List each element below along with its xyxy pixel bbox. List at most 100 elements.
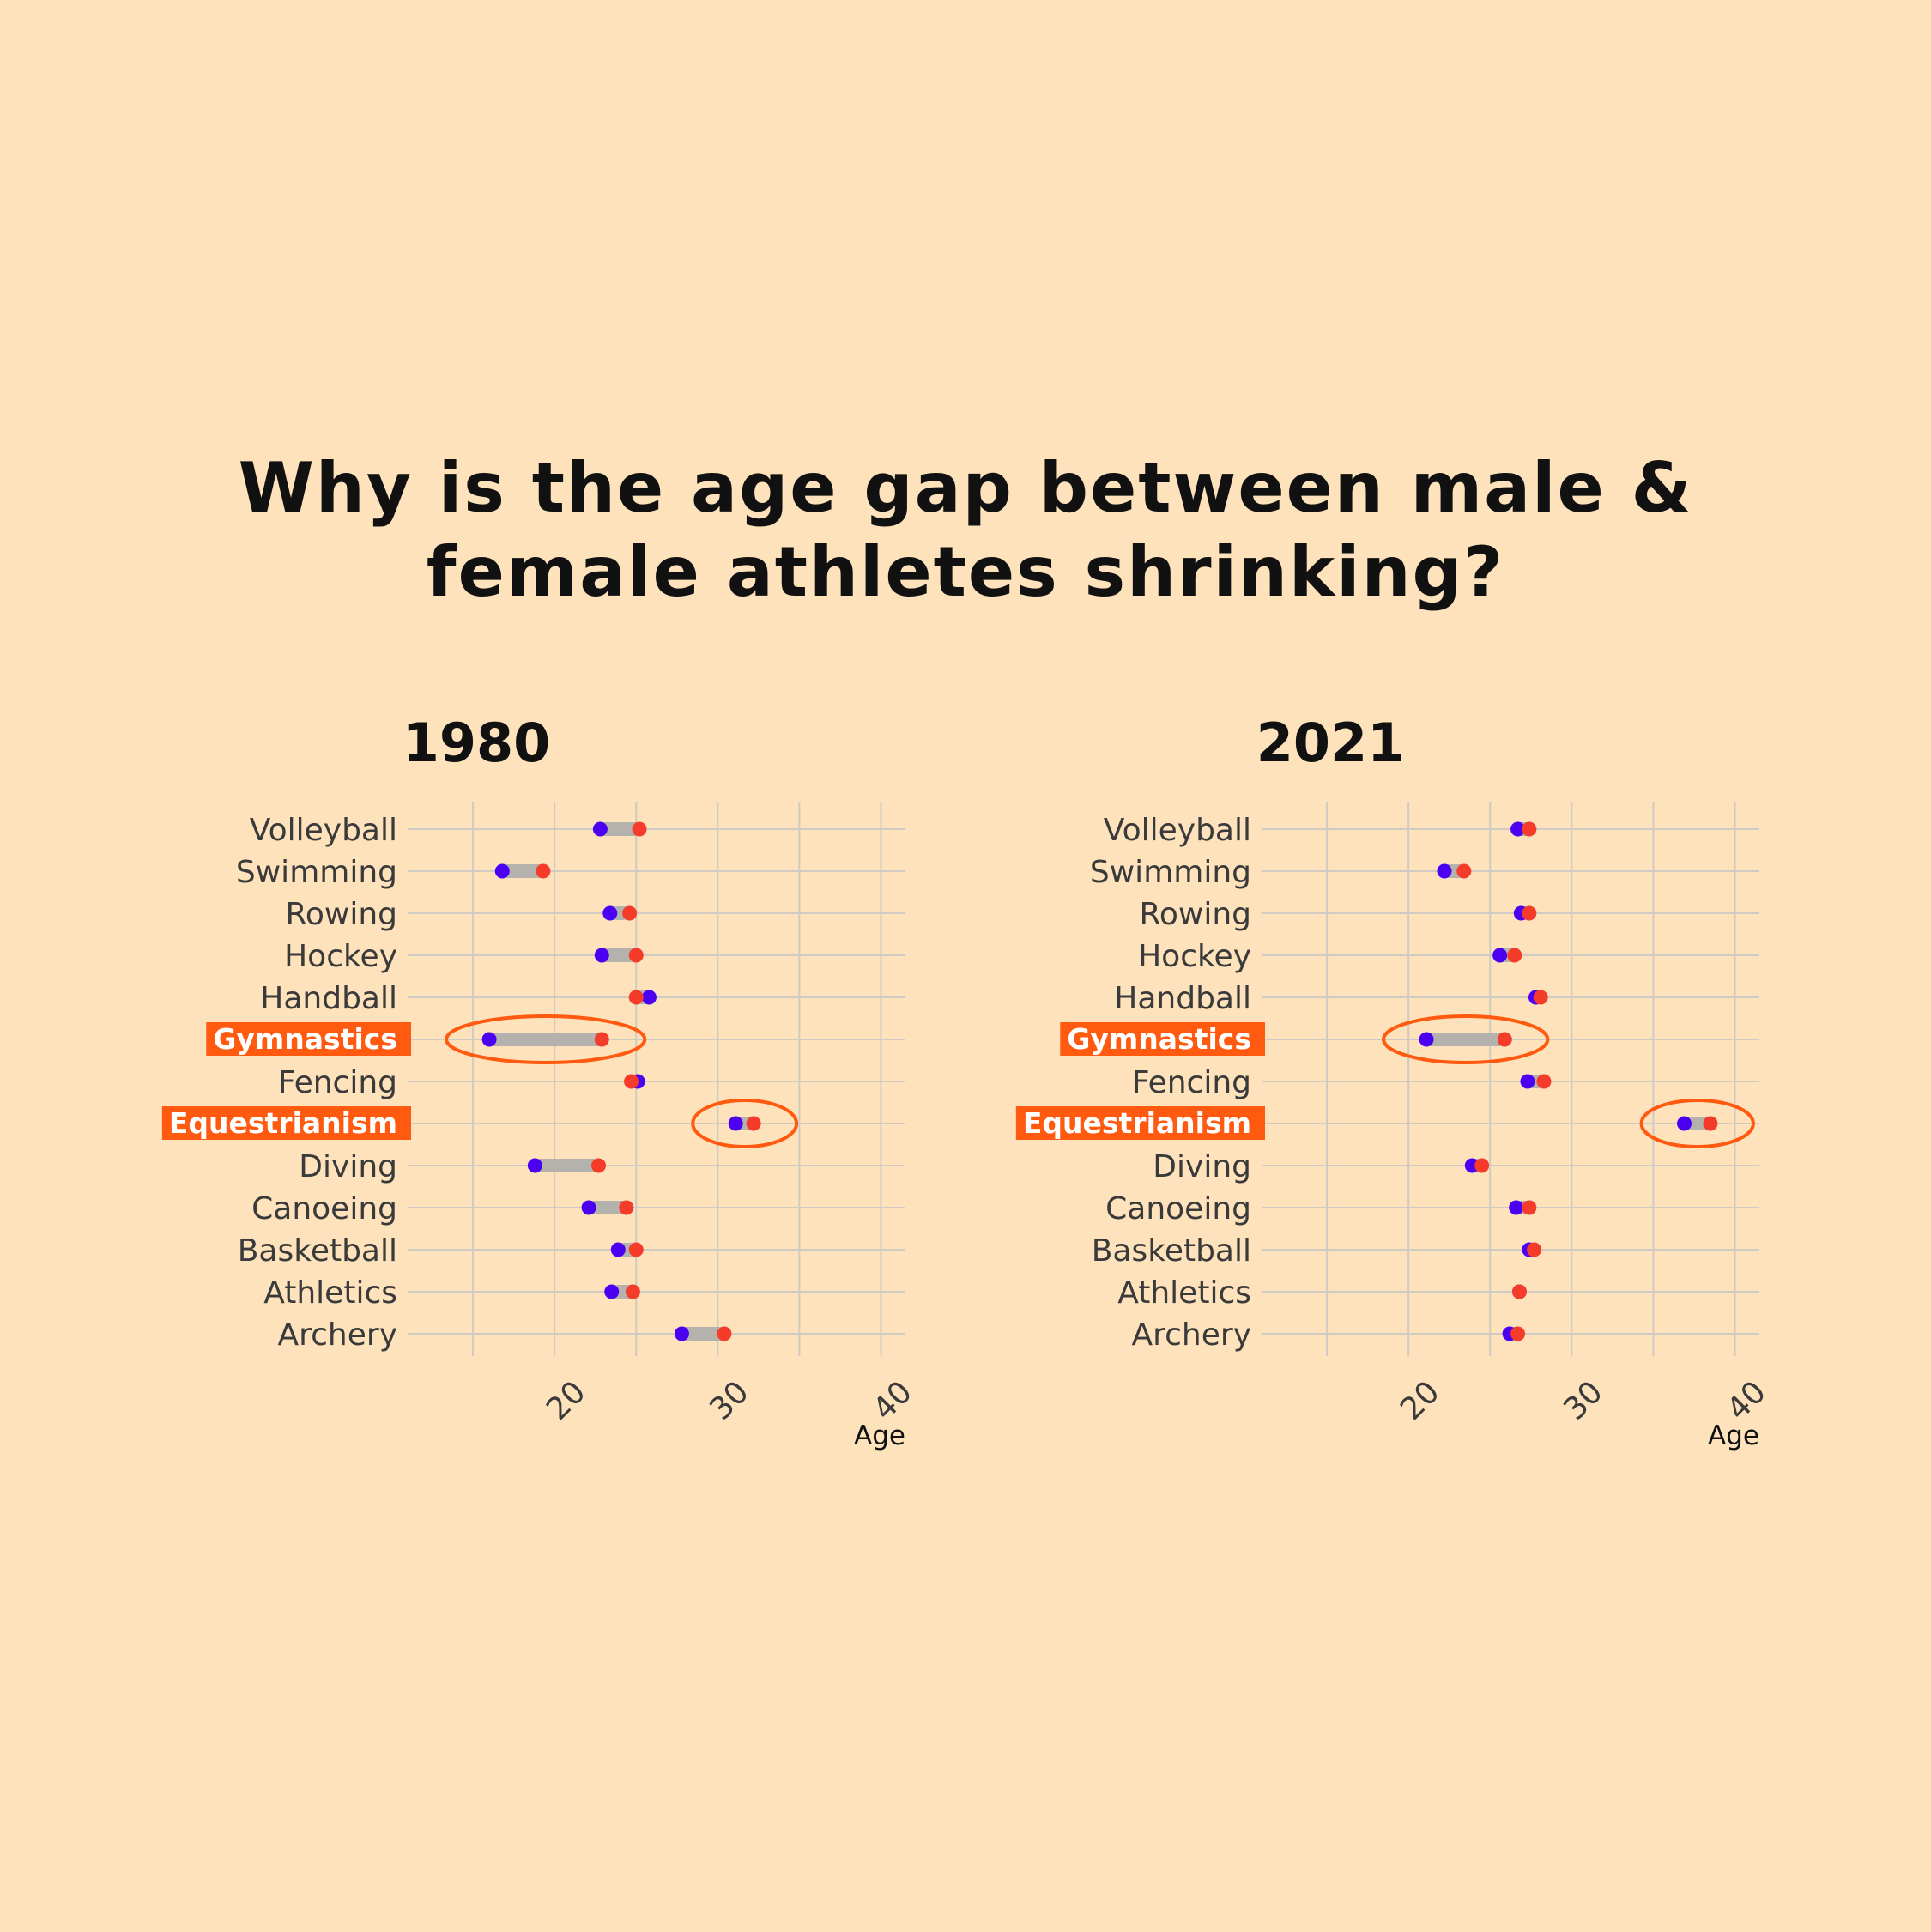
panel-title: 2021 — [1256, 712, 1405, 774]
male-point — [1520, 1074, 1535, 1089]
female-point — [1522, 821, 1537, 837]
category-label: Archery — [278, 1317, 398, 1353]
category-labels: Volleyball Swimming Rowing Hockey Handball Gy… — [161, 813, 411, 1353]
highlight-ellipse — [445, 1014, 647, 1064]
female-point — [1527, 1242, 1542, 1257]
x-tick-labels: 20 30 40 — [1394, 1374, 1773, 1426]
male-point — [481, 1032, 497, 1047]
x-axis-label: Age — [1708, 1420, 1759, 1451]
female-point — [1536, 1074, 1552, 1089]
female-point — [1511, 1284, 1527, 1299]
male-point — [1509, 1200, 1524, 1215]
x-tick-label: 40 — [1720, 1374, 1772, 1426]
dumbbells — [481, 821, 761, 1341]
category-label: Canoeing — [1105, 1191, 1251, 1226]
female-point — [628, 1242, 644, 1257]
category-label: Athletics — [263, 1275, 397, 1311]
male-point — [1677, 1116, 1692, 1131]
male-point — [1492, 948, 1508, 963]
category-label: Swimming — [1090, 855, 1251, 890]
category-label: Basketball — [238, 1233, 397, 1269]
female-point — [1510, 1326, 1526, 1341]
x-axis-label: Age — [854, 1420, 905, 1451]
category-label: Diving — [299, 1149, 397, 1184]
grid — [408, 802, 905, 1356]
category-label-highlighted: Equestrianism — [169, 1106, 397, 1140]
category-label: Athletics — [1117, 1275, 1251, 1311]
category-label: Hockey — [1138, 939, 1251, 974]
chart-1980: 1980 Volleyball Swimming Rowing Hockey Handba… — [161, 712, 919, 1451]
male-point — [728, 1116, 743, 1131]
female-point — [1497, 1032, 1512, 1047]
female-point — [619, 1200, 634, 1215]
highlight-ellipse — [1639, 1099, 1755, 1148]
category-label: Rowing — [285, 897, 397, 932]
male-point — [602, 905, 618, 921]
female-point — [590, 1158, 606, 1173]
category-label: Handball — [1114, 981, 1251, 1016]
female-point — [536, 863, 551, 879]
panel-title: 1980 — [403, 712, 551, 774]
female-point — [628, 948, 644, 963]
male-point — [1419, 1032, 1434, 1047]
male-point — [641, 990, 657, 1005]
x-tick-label: 30 — [703, 1374, 755, 1426]
female-point — [1703, 1116, 1718, 1131]
female-point — [1533, 990, 1548, 1005]
highlight-ellipse — [1382, 1014, 1550, 1064]
female-point — [1507, 948, 1522, 963]
female-point — [717, 1326, 732, 1341]
category-label: Fencing — [278, 1065, 397, 1100]
main-title-line-1: Why is the age gap between male & — [238, 448, 1693, 528]
male-point — [592, 821, 608, 837]
female-point — [1456, 863, 1472, 879]
male-point — [610, 1242, 626, 1257]
category-label-highlight-box — [1060, 1022, 1265, 1056]
category-label-highlighted: Gymnastics — [213, 1022, 397, 1056]
female-point — [1522, 1200, 1537, 1215]
female-point — [625, 1284, 640, 1299]
category-label: Fencing — [1132, 1065, 1251, 1100]
category-label-highlight-box — [206, 1022, 411, 1056]
category-label: Volleyball — [1104, 813, 1251, 848]
category-label: Rowing — [1139, 897, 1251, 932]
x-tick-label: 20 — [540, 1374, 592, 1426]
female-point — [1474, 1158, 1490, 1173]
x-tick-label: 30 — [1557, 1374, 1609, 1426]
main-title: Why is the age gap between male & female… — [0, 446, 1931, 615]
chart-2021: 2021 Volleyball Swimming Rowing Hockey Handba… — [1015, 712, 1773, 1451]
category-label-highlight-box — [1015, 1106, 1265, 1140]
male-point — [1510, 821, 1526, 837]
male-point — [581, 1200, 596, 1215]
category-label-highlight-box — [161, 1106, 411, 1140]
male-point — [674, 1326, 689, 1341]
female-point — [628, 990, 644, 1005]
category-label: Diving — [1153, 1149, 1251, 1184]
female-point — [746, 1116, 761, 1131]
female-point — [622, 905, 638, 921]
female-point — [624, 1074, 639, 1089]
male-point — [527, 1158, 542, 1173]
category-label: Canoeing — [251, 1191, 397, 1226]
highlight-ellipse — [691, 1099, 799, 1148]
female-point — [594, 1032, 609, 1047]
category-label: Swimming — [236, 855, 397, 890]
grid — [1262, 802, 1759, 1356]
category-label: Handball — [260, 981, 397, 1016]
male-point — [594, 948, 609, 963]
x-tick-label: 20 — [1394, 1374, 1446, 1426]
category-label: Volleyball — [250, 813, 397, 848]
category-label-highlighted: Gymnastics — [1067, 1022, 1251, 1056]
category-label-highlighted: Equestrianism — [1023, 1106, 1251, 1140]
category-label: Basketball — [1092, 1233, 1251, 1269]
female-point — [632, 821, 647, 837]
male-point — [494, 863, 510, 879]
male-point — [1437, 863, 1452, 879]
female-point — [1522, 905, 1537, 921]
category-labels: Volleyball Swimming Rowing Hockey Handball Gy… — [1015, 813, 1265, 1353]
category-label: Hockey — [284, 939, 397, 974]
main-title-line-2: female athletes shrinking? — [426, 532, 1505, 612]
dumbbells — [1419, 821, 1718, 1341]
category-label: Archery — [1132, 1317, 1252, 1353]
